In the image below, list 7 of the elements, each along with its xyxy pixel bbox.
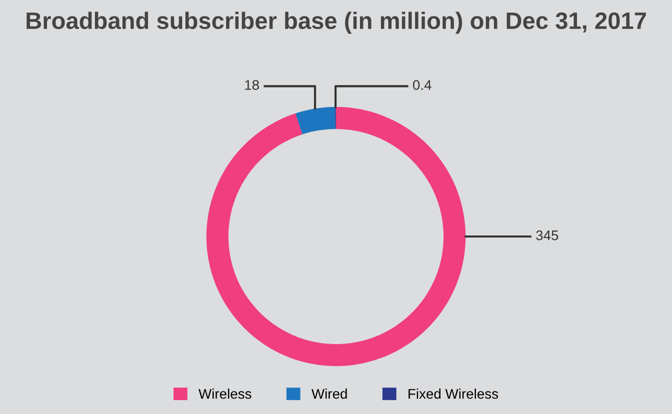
legend-label: Wireless <box>198 388 252 399</box>
legend-label: Fixed Wireless <box>408 388 498 399</box>
chart-title: Broadband subscriber base (in million) on Dec 31, 2017 <box>26 12 646 34</box>
data-label: 0.4 <box>413 80 432 90</box>
data-label: 18 <box>245 80 259 90</box>
legend-label: Wired <box>312 388 347 399</box>
data-label: 345 <box>536 230 558 240</box>
